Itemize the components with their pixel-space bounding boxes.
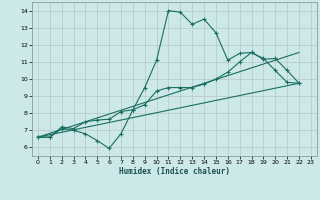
X-axis label: Humidex (Indice chaleur): Humidex (Indice chaleur) — [119, 167, 230, 176]
